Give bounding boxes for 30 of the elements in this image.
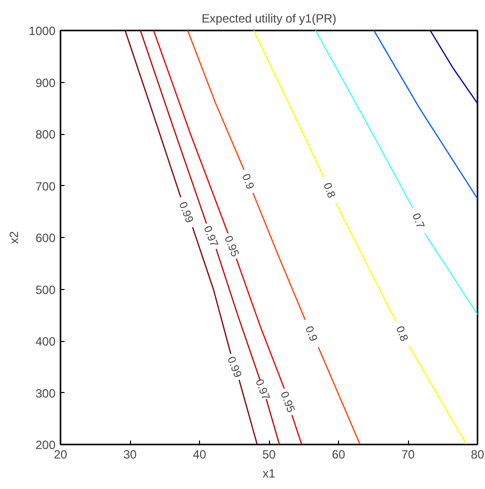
x-tick-label: 30 <box>123 448 137 462</box>
y-tick-label: 700 <box>35 179 56 194</box>
text: 0.95 <box>278 390 297 414</box>
text: 0.8 <box>320 181 338 200</box>
text: 0.95 <box>222 234 241 259</box>
x-tick-label: 50 <box>262 448 276 462</box>
y-tick-label: 300 <box>35 386 56 400</box>
y-tick-label: 900 <box>35 76 56 90</box>
y-axis-title: x2 <box>6 230 21 244</box>
x-tick-label: 80 <box>470 448 484 462</box>
y-tick-label: 200 <box>35 438 56 452</box>
x-tick-label: 60 <box>332 448 346 462</box>
x-tick-label: 70 <box>401 448 415 462</box>
y-tick-label: 800 <box>35 128 56 142</box>
x-tick-label: 40 <box>192 448 206 462</box>
y-tick-label: 400 <box>35 334 56 348</box>
text: 0.9 <box>239 172 256 192</box>
text: 0.7 <box>409 212 426 230</box>
chart-title: Expected utility of y1(PR) <box>202 12 336 26</box>
x-tick-label: 20 <box>54 448 68 462</box>
text: 0.8 <box>393 324 410 344</box>
text: 0.99 <box>176 200 196 225</box>
y-tick-label: 500 <box>35 282 56 297</box>
x-axis-title: x1 <box>262 466 276 480</box>
y-tick-label: 600 <box>35 231 56 245</box>
text: 0.97 <box>252 378 272 402</box>
y-tick-label: 1000 <box>28 24 56 38</box>
text: 0.97 <box>200 224 220 249</box>
text: 0.99 <box>224 355 244 380</box>
text: 0.9 <box>302 324 320 344</box>
